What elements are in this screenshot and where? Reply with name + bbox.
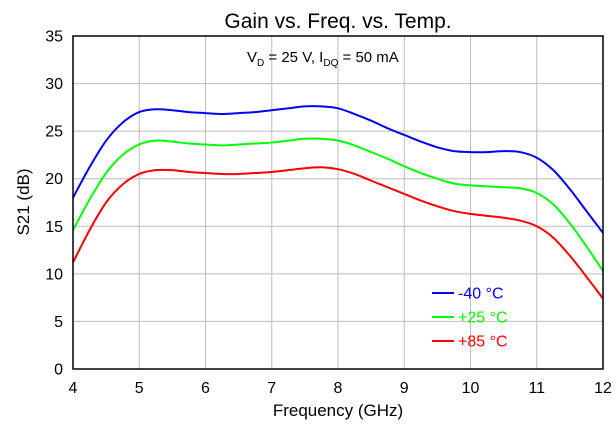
legend-label: -40 °C <box>458 286 504 303</box>
bias-i-subscript: DQ <box>323 58 338 69</box>
y-tick-label: 25 <box>45 124 63 141</box>
chart-title: Gain vs. Freq. vs. Temp. <box>224 10 451 33</box>
y-axis-label: S21 (dB) <box>14 168 33 235</box>
bias-v-value: = 25 V, <box>264 49 319 66</box>
y-tick-label: 35 <box>45 29 63 46</box>
bias-i-value: = 50 mA <box>338 49 398 66</box>
x-tick-label: 4 <box>69 380 78 397</box>
x-tick-label: 5 <box>135 380 144 397</box>
x-tick-label: 6 <box>201 380 210 397</box>
plot-frame <box>72 35 604 370</box>
bias-v-subscript: D <box>257 58 264 69</box>
y-tick-label: 20 <box>45 171 63 188</box>
x-tick-labels: 4 5 6 7 8 9 10 11 12 <box>69 380 612 397</box>
series-line-2 <box>72 137 604 272</box>
bias-v-symbol: V <box>247 49 257 66</box>
legend-label: +25 °C <box>458 310 508 327</box>
x-tick-label: 7 <box>267 380 276 397</box>
bias-i-symbol: I <box>319 49 323 66</box>
series-lines <box>72 105 604 300</box>
series-line-3 <box>72 166 604 300</box>
y-tick-label: 5 <box>54 314 63 331</box>
x-tick-label: 9 <box>400 380 409 397</box>
y-tick-labels: 0 5 10 15 20 25 30 35 <box>45 29 63 379</box>
series-line-1 <box>72 105 604 234</box>
x-tick-label: 11 <box>528 380 545 397</box>
y-tick-label: 30 <box>45 76 63 93</box>
x-tick-label: 12 <box>594 380 612 397</box>
x-tick-label: 8 <box>334 380 343 397</box>
x-tick-label: 10 <box>462 380 480 397</box>
bias-annotation: VD = 25 V, IDQ = 50 mA <box>247 49 399 69</box>
grid <box>73 36 603 369</box>
y-tick-label: 0 <box>54 362 63 379</box>
x-axis-label: Frequency (GHz) <box>273 401 403 420</box>
y-tick-label: 10 <box>45 266 63 283</box>
legend-label: +85 °C <box>458 334 508 351</box>
y-tick-label: 15 <box>45 219 63 236</box>
legend: -40 °C +25 °C +85 °C <box>432 286 508 351</box>
